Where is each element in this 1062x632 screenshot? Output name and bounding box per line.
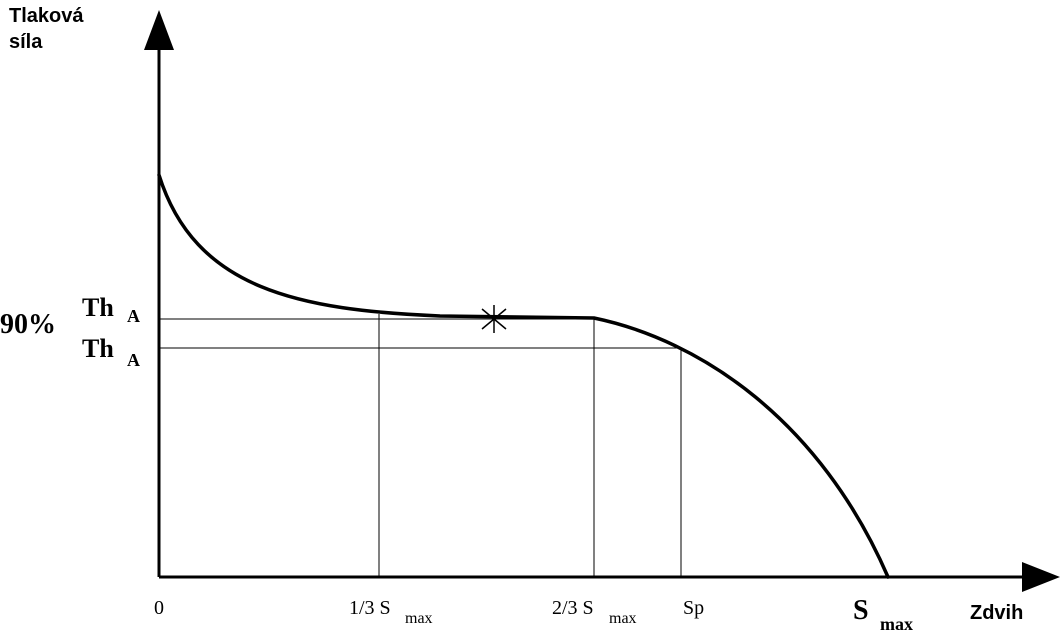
smax-label: S (853, 595, 869, 626)
th-a-upper-label: Th (82, 293, 114, 322)
ninety-percent-label: 90% (0, 309, 56, 340)
force-curve (157, 173, 890, 579)
y-axis-arrowhead (144, 10, 174, 50)
origin-label: 0 (154, 597, 164, 619)
x-axis-arrowhead (1022, 562, 1060, 592)
th-a-lower-subscript: A (127, 350, 140, 370)
sp-label: Sp (683, 597, 704, 619)
y-axis-label-line1: Tlaková (9, 5, 84, 27)
x-axis-label: Zdvih (970, 602, 1023, 624)
two-third-smax-subscript: max (609, 610, 637, 627)
one-third-smax-subscript: max (405, 610, 433, 627)
th-a-upper-subscript: A (127, 306, 140, 326)
curve-marker (481, 305, 507, 333)
smax-subscript: max (880, 614, 913, 632)
y-axis-label-line2: síla (9, 31, 43, 53)
two-third-smax-label: 2/3 S (552, 597, 594, 619)
one-third-smax-label: 1/3 S (349, 597, 391, 619)
th-a-lower-label: Th (82, 334, 114, 363)
